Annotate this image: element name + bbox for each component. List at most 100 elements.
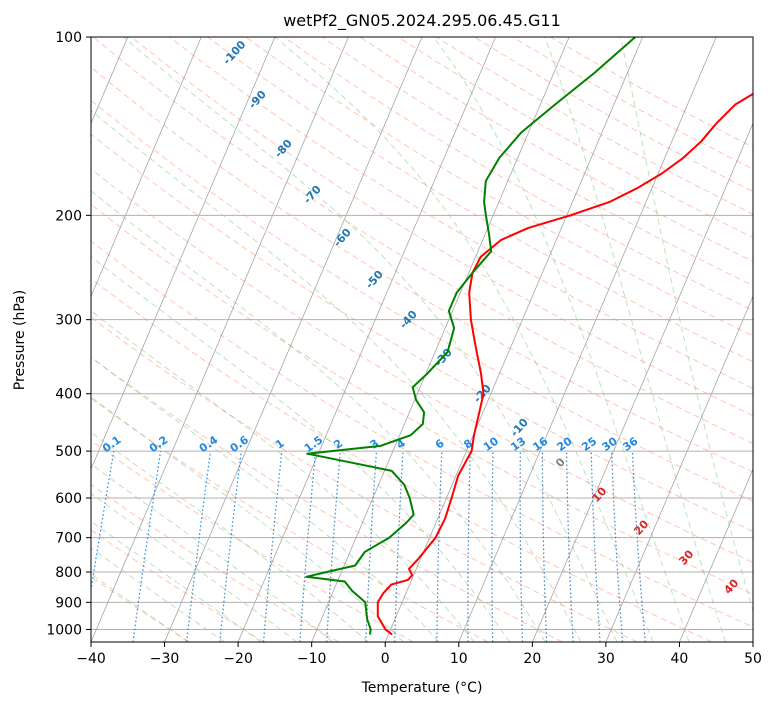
dry-adiabat xyxy=(91,397,489,642)
y-tick-label: 300 xyxy=(55,313,82,329)
mixing-ratio-line xyxy=(186,451,212,642)
moist-adiabat xyxy=(620,37,753,613)
mixing-ratio-line xyxy=(491,451,494,642)
isotherm-label: -60 xyxy=(331,226,354,250)
mixing-ratio-label: 0.4 xyxy=(197,433,221,455)
dry-adiabat xyxy=(91,240,753,628)
dry-adiabat xyxy=(91,66,753,473)
dry-adiabat xyxy=(91,99,753,502)
x-tick-label: 20 xyxy=(523,651,541,667)
y-tick-label: 700 xyxy=(55,531,82,547)
y-tick-label: 900 xyxy=(55,595,82,611)
isotherm-label: 20 xyxy=(631,517,651,537)
y-tick-label: 600 xyxy=(55,491,82,507)
isotherm-label: 40 xyxy=(721,576,741,596)
mixing-ratio-label: 0.1 xyxy=(100,433,123,455)
mixing-ratio-line xyxy=(566,451,574,642)
isotherm-line xyxy=(311,37,570,642)
isotherm-line xyxy=(679,468,753,642)
moist-adiabat xyxy=(91,492,298,642)
dry-adiabat xyxy=(91,356,563,642)
isotherm-label: -40 xyxy=(397,308,420,332)
x-tick-label: −10 xyxy=(297,651,327,667)
isotherm-line xyxy=(91,37,349,642)
dry-adiabat xyxy=(321,37,753,287)
dry-adiabat xyxy=(169,37,753,389)
moist-adiabat xyxy=(91,431,369,642)
isotherm-label: 30 xyxy=(676,547,696,567)
y-tick-label: 200 xyxy=(55,208,82,224)
dry-adiabat xyxy=(91,133,753,533)
x-tick-label: 10 xyxy=(450,651,468,667)
y-axis: 100 200 300 400 500 600 700 800 900 1000 xyxy=(46,30,91,638)
moist-adiabat xyxy=(432,37,690,642)
y-axis-title: Pressure (hPa) xyxy=(12,290,28,390)
mixing-ratio-line xyxy=(132,451,162,642)
dry-adiabat xyxy=(91,203,753,595)
mixing-ratio-label: 3 xyxy=(368,437,382,452)
dewpoint-profile xyxy=(305,37,636,635)
moist-adiabat xyxy=(91,109,582,642)
isotherm-label: -80 xyxy=(272,137,295,161)
mixing-ratio-line xyxy=(611,451,624,642)
x-tick-label: 50 xyxy=(744,651,762,667)
y-tick-label: 500 xyxy=(55,444,82,460)
isotherm-label: -100 xyxy=(220,38,248,67)
moist-adiabat xyxy=(91,396,404,642)
x-axis-title: Temperature (°C) xyxy=(361,680,483,696)
dry-adiabat xyxy=(91,576,190,642)
moist-adiabat xyxy=(91,573,189,642)
mixing-ratio-line xyxy=(299,451,317,642)
dry-adiabat xyxy=(245,37,753,337)
x-tick-label: 0 xyxy=(381,651,390,667)
dry-adiabat xyxy=(131,37,753,417)
moist-adiabat xyxy=(91,310,475,642)
mixing-ratio-line xyxy=(219,451,242,642)
mixing-ratio-line xyxy=(436,451,443,642)
dry-adiabat xyxy=(91,278,713,642)
chart-title: wetPf2_GN05.2024.295.06.45.G11 xyxy=(283,11,561,31)
y-tick-label: 1000 xyxy=(46,622,82,638)
y-tick-label: 100 xyxy=(55,30,82,46)
mixing-ratio-line xyxy=(467,451,471,642)
isotherm-line xyxy=(164,37,423,642)
moist-adiabat xyxy=(91,190,546,642)
x-tick-label: −40 xyxy=(76,651,106,667)
isotherm-line xyxy=(458,37,717,642)
moist-adiabat xyxy=(91,255,511,642)
x-axis: −40 −30 −20 −10 0 10 20 30 40 50 xyxy=(76,642,762,667)
mixing-ratio-line xyxy=(519,451,524,642)
isotherm-line xyxy=(752,640,753,642)
dry-adiabat xyxy=(512,37,753,170)
moist-adiabat xyxy=(274,37,654,642)
dry-adiabat xyxy=(91,440,414,642)
isotherm-label: 0 xyxy=(553,455,568,470)
temperature-profile xyxy=(376,92,753,636)
dry-adiabat xyxy=(91,529,265,642)
moist-adiabat xyxy=(91,356,440,642)
isotherm-line xyxy=(531,122,753,642)
mixing-ratio-line xyxy=(590,451,601,642)
mixing-ratio-line xyxy=(631,451,646,642)
mixing-ratio-line xyxy=(91,450,115,594)
isotherm-line xyxy=(237,37,496,642)
dry-adiabat xyxy=(435,37,753,215)
y-tick-label: 400 xyxy=(55,387,82,403)
plot-frame xyxy=(90,36,754,643)
moist-adiabat xyxy=(91,520,262,642)
dry-adiabat xyxy=(283,37,753,312)
dry-adiabat xyxy=(91,316,638,642)
isotherm-label: -70 xyxy=(301,183,324,207)
y-tick-label: 800 xyxy=(55,565,82,581)
dry-adiabat xyxy=(91,483,340,642)
moist-adiabat xyxy=(91,547,225,642)
x-tick-label: −30 xyxy=(150,651,180,667)
x-tick-label: −20 xyxy=(223,651,253,667)
mixing-ratio-line xyxy=(262,451,283,642)
isotherm-line xyxy=(91,37,276,471)
x-tick-label: 40 xyxy=(671,651,689,667)
plot-area: 0.1 0.2 0.4 0.6 1 1.5 2 3 4 6 8 10 13 16 20 25 30 36-100-… xyxy=(91,37,753,642)
isotherm-line xyxy=(91,37,202,298)
isotherm-label: -50 xyxy=(363,268,386,292)
